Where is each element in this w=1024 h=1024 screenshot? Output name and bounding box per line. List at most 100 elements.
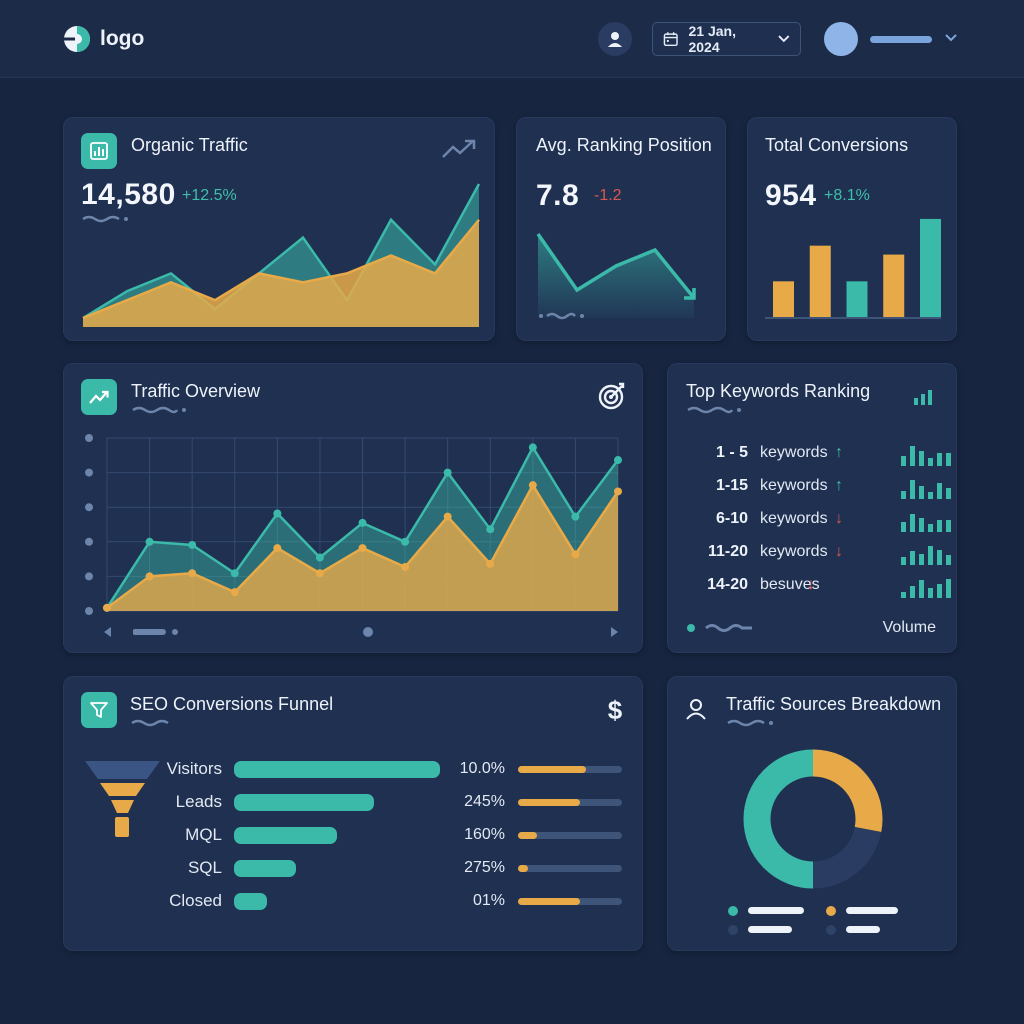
user-name-placeholder [870, 36, 932, 43]
organic-traffic-title: Organic Traffic [131, 135, 248, 155]
scroll-left-icon[interactable] [102, 626, 112, 638]
data-point [401, 562, 410, 571]
data-point [358, 544, 367, 553]
volume-bars [901, 446, 951, 466]
funnel-stage-percent: 245% [464, 793, 505, 810]
funnel-progress-track [518, 799, 622, 806]
keyword-row[interactable]: 14-20 besuves ↓ [686, 576, 951, 609]
funnel-row[interactable]: SQL 275% [64, 856, 644, 889]
squiggle-decoration [727, 719, 773, 727]
funnel-progress-fill [518, 865, 529, 872]
funnel-stage-bar [234, 761, 440, 778]
bar-chart-badge [81, 133, 117, 169]
funnel-list: Visitors 10.0% Leads 245% MQL 160% SQL 275% Clos… [64, 757, 644, 917]
conversion-bar [846, 281, 868, 317]
keyword-row[interactable]: 1-15 keywords ↑ [686, 477, 951, 510]
chevron-down-icon [778, 35, 790, 43]
profile-button[interactable] [598, 22, 632, 56]
squiggle-decoration [82, 215, 128, 223]
data-point [103, 603, 111, 612]
ranking-area [538, 234, 694, 318]
keyword-row[interactable]: 6-10 keywords ↓ [686, 510, 951, 543]
trend-down-arrow-icon: ↓ [835, 543, 843, 560]
funnel-row[interactable]: Leads 245% [64, 790, 644, 823]
series-line-1 [82, 218, 480, 320]
funnel-stage-percent: 160% [464, 826, 505, 843]
scroll-dot[interactable] [362, 626, 374, 638]
dollar-icon: $ [608, 695, 623, 725]
svg-text:$: $ [608, 695, 623, 725]
data-point [571, 550, 580, 559]
conversion-bar [773, 281, 794, 317]
trend-badge [81, 379, 117, 415]
keyword-range: 14-20 [707, 576, 748, 593]
squiggle-decoration [687, 406, 741, 414]
traffic-overview-title: Traffic Overview [131, 381, 261, 401]
data-point [443, 468, 452, 477]
funnel-row[interactable]: Visitors 10.0% [64, 757, 644, 790]
conversions-value: 954 [765, 179, 817, 212]
legend-label-placeholder [748, 926, 792, 933]
data-point [145, 572, 154, 581]
legend-label-placeholder [846, 926, 880, 933]
funnel-stage-label: Leads [175, 792, 222, 811]
keyword-row[interactable]: 11-20 keywords ↓ [686, 543, 951, 576]
conversion-bar [883, 254, 905, 317]
organic-traffic-chart [82, 183, 481, 327]
ranking-value: 7.8 [536, 179, 580, 212]
data-point [230, 588, 239, 597]
data-point [401, 537, 410, 546]
funnel-progress-fill [518, 799, 581, 806]
avatar[interactable] [824, 22, 858, 56]
data-point [486, 559, 495, 568]
date-value: 21 Jan, 2024 [688, 23, 736, 55]
data-point [443, 512, 452, 521]
ranking-card: Avg. Ranking Position 7.8 -1.2 [516, 117, 726, 341]
volume-bars [901, 579, 951, 598]
scroll-indicator[interactable] [133, 627, 183, 637]
legend-label-placeholder [748, 907, 804, 914]
squiggle-decoration [131, 719, 169, 727]
funnel-stage-label: MQL [185, 825, 222, 844]
scroll-right-icon[interactable] [610, 626, 620, 638]
keyword-range: 1-15 [715, 477, 748, 494]
keyword-label: keywords [760, 444, 828, 461]
data-point [188, 540, 197, 549]
squiggle-decoration [132, 406, 186, 414]
data-point [273, 509, 282, 518]
volume-bars [901, 480, 951, 499]
series-line-0 [82, 183, 481, 320]
axis-tick-dot [85, 503, 93, 512]
axis-tick-dot [85, 537, 93, 546]
trend-up-icon [89, 390, 109, 404]
filter-icon [90, 702, 108, 718]
keyword-row[interactable]: 1 - 5 keywords ↑ [686, 444, 951, 477]
funnel-stage-percent: 275% [464, 859, 505, 876]
keyword-range: 11-20 [707, 543, 748, 560]
user-menu-chevron-icon[interactable] [944, 30, 958, 44]
conversions-chart [765, 218, 941, 319]
axis-tick-dot [85, 434, 93, 442]
target-icon[interactable] [597, 381, 627, 411]
signal-bars-icon [914, 390, 932, 405]
keyword-label: keywords [760, 477, 828, 494]
funnel-stage-bar [234, 794, 375, 811]
date-picker[interactable]: 21 Jan, 2024 [652, 22, 801, 56]
funnel-progress-track [518, 766, 622, 773]
funnel-stage-label: Closed [169, 891, 222, 910]
data-point [273, 544, 282, 553]
calendar-icon [663, 32, 678, 47]
traffic-overview-chart [85, 434, 622, 615]
keywords-card: Top Keywords Ranking 1 - 5 keywords ↑ 1-… [667, 363, 957, 653]
funnel-row[interactable]: MQL 160% [64, 823, 644, 856]
user-icon [608, 32, 622, 47]
funnel-stage-label: Visitors [166, 759, 222, 778]
funnel-row[interactable]: Closed 01% [64, 889, 644, 922]
data-point [528, 481, 537, 490]
funnel-stage-percent: 10.0% [459, 760, 505, 777]
logo[interactable]: logo [62, 24, 144, 54]
user-icon [686, 699, 706, 720]
logo-icon [64, 26, 90, 52]
organic-traffic-value: 14,580 [81, 178, 176, 211]
legend-dot [728, 906, 738, 916]
